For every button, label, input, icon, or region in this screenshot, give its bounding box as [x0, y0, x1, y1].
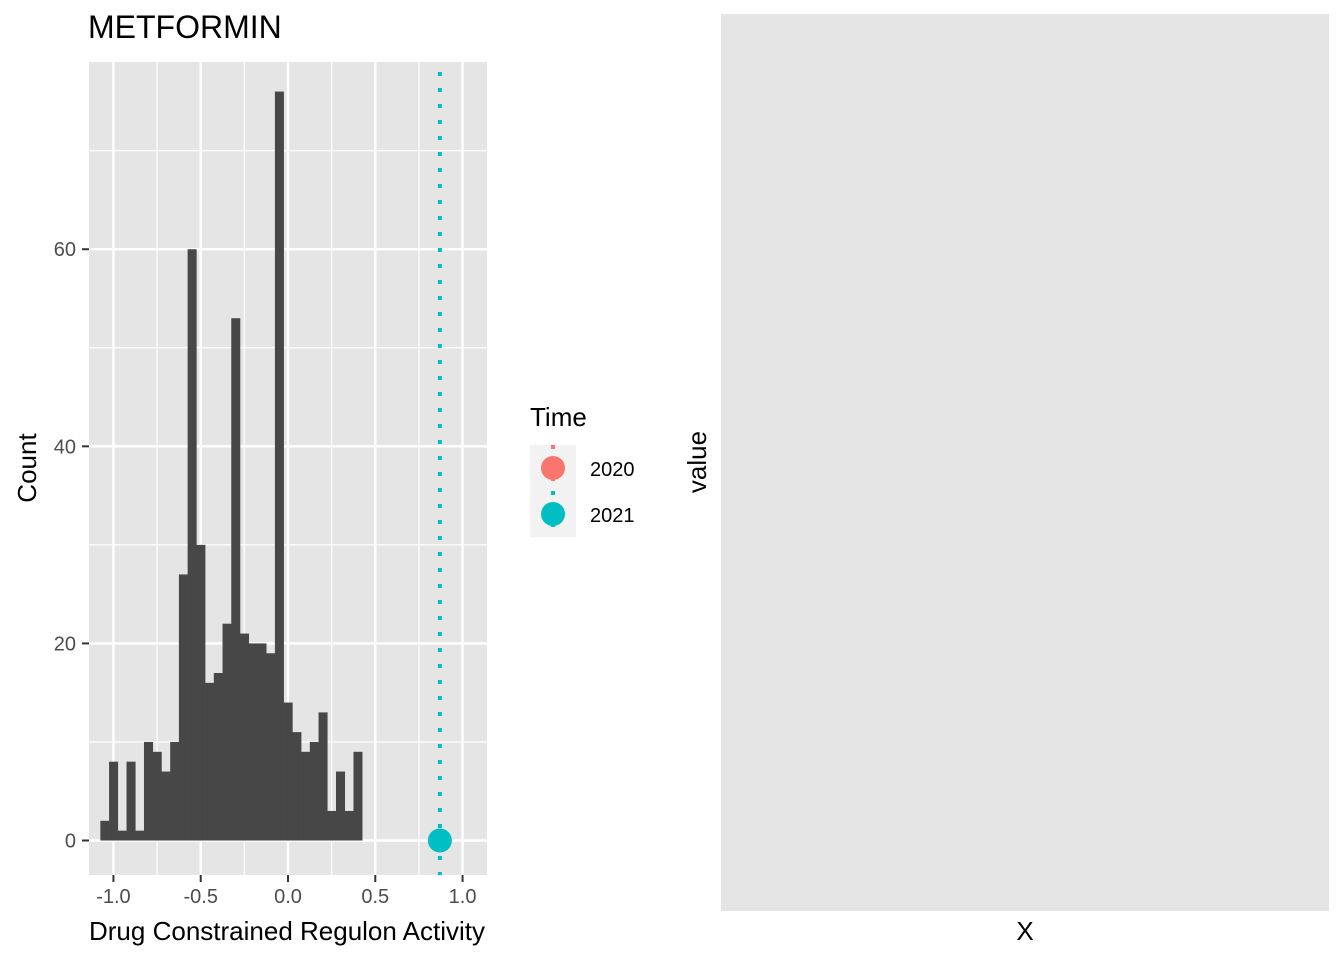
- histogram-bar: [205, 682, 215, 841]
- legend: Time 2020 2021: [530, 402, 635, 537]
- empty-value-chart: X value: [682, 14, 1329, 946]
- y-axis-title: Count: [12, 433, 42, 503]
- x-tick-label: -0.5: [183, 886, 217, 908]
- x-axis-ticks: -1.0 -0.5 0.0 0.5 1.0: [96, 875, 476, 908]
- histogram-bar: [143, 741, 154, 841]
- histogram-bar: [100, 820, 110, 841]
- histogram-bar: [109, 761, 119, 841]
- histogram-bar: [344, 810, 354, 841]
- x-tick-label: 0.5: [361, 886, 389, 908]
- legend-item-2021: 2021: [530, 491, 635, 537]
- histogram-bar: [353, 751, 363, 841]
- histogram-bar: [152, 751, 162, 841]
- data-point-2021: [427, 828, 452, 853]
- x-tick-label: -1.0: [96, 886, 130, 908]
- x-tick-label: 1.0: [449, 886, 477, 908]
- x-axis-title: Drug Constrained Regulon Activity: [89, 916, 485, 946]
- chart-title: METFORMIN: [88, 9, 282, 45]
- histogram-bar: [257, 643, 267, 841]
- histogram-bar: [231, 318, 241, 841]
- histogram-bar: [318, 712, 328, 841]
- histogram-bar: [274, 91, 284, 841]
- histogram-bar: [248, 643, 258, 841]
- x-tick-label: 0.0: [274, 886, 302, 908]
- histogram-bar: [301, 751, 311, 841]
- histogram-bar: [222, 623, 232, 841]
- y-axis-ticks: 0 20 40 60: [54, 239, 89, 853]
- histogram-bar: [187, 249, 197, 841]
- histogram-bar: [135, 830, 145, 841]
- legend-label-2020: 2020: [590, 459, 635, 481]
- legend-title: Time: [530, 402, 587, 432]
- histogram-bar: [213, 672, 223, 841]
- histogram-bar: [309, 741, 319, 841]
- histogram-bar: [196, 544, 206, 841]
- legend-dot-2021: [541, 502, 565, 526]
- legend-dot-2020: [541, 456, 565, 480]
- histogram-bar: [292, 732, 302, 841]
- histogram-bar: [283, 702, 293, 841]
- histogram-bar: [327, 810, 337, 841]
- y-tick-label: 20: [54, 633, 76, 655]
- histogram-bar: [117, 830, 127, 841]
- legend-item-2020: 2020: [530, 445, 635, 491]
- empty-x-axis-title: X: [1016, 916, 1033, 946]
- histogram-bar: [178, 574, 188, 841]
- empty-y-axis-title: value: [682, 431, 712, 493]
- legend-label-2021: 2021: [590, 505, 635, 527]
- histogram-bar: [239, 633, 250, 841]
- histogram-chart: METFORMIN -1.0 -0.5 0.0 0.5 1.0 0 20 40 60 Drug…: [12, 9, 487, 946]
- empty-plot-panel: [721, 14, 1329, 911]
- y-tick-label: 40: [54, 436, 76, 458]
- histogram-bar: [126, 761, 136, 841]
- histogram-bar: [170, 741, 180, 841]
- y-tick-label: 0: [65, 831, 76, 853]
- histogram-bar: [266, 653, 276, 841]
- histogram-bar: [161, 771, 171, 841]
- histogram-bars: [100, 91, 363, 841]
- y-tick-label: 60: [54, 239, 76, 261]
- minor-gridlines: [89, 62, 487, 875]
- histogram-bar: [336, 771, 346, 841]
